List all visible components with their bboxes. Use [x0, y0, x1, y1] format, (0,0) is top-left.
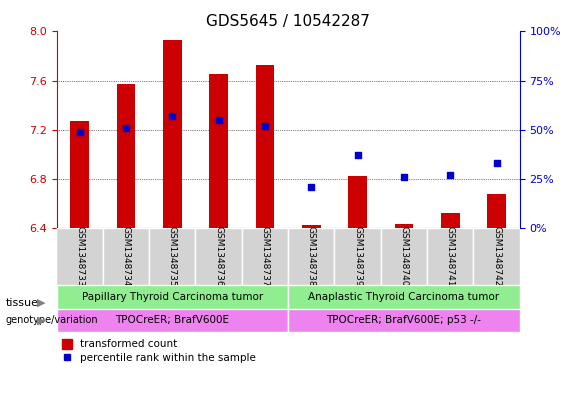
Text: GSM1348736: GSM1348736	[214, 226, 223, 287]
Point	[168, 113, 177, 119]
FancyBboxPatch shape	[103, 228, 149, 285]
FancyBboxPatch shape	[427, 228, 473, 285]
FancyBboxPatch shape	[56, 228, 103, 285]
Legend: transformed count, percentile rank within the sample: transformed count, percentile rank withi…	[62, 339, 257, 363]
Bar	[488, 194, 506, 228]
Title: GDS5645 / 10542287: GDS5645 / 10542287	[206, 14, 370, 29]
FancyBboxPatch shape	[56, 309, 288, 332]
Point	[260, 123, 270, 129]
FancyBboxPatch shape	[288, 309, 520, 332]
Text: GSM1348735: GSM1348735	[168, 226, 177, 287]
Text: GSM1348742: GSM1348742	[492, 226, 501, 286]
Text: ▶: ▶	[37, 298, 45, 308]
Text: GSM1348741: GSM1348741	[446, 226, 455, 286]
Text: TPOCreER; BrafV600E: TPOCreER; BrafV600E	[115, 315, 229, 325]
FancyBboxPatch shape	[381, 228, 427, 285]
Bar	[256, 64, 274, 228]
Text: GSM1348734: GSM1348734	[121, 226, 131, 286]
Point	[353, 152, 362, 158]
Bar	[117, 84, 135, 228]
Text: GSM1348733: GSM1348733	[75, 226, 84, 287]
Text: GSM1348740: GSM1348740	[399, 226, 408, 286]
Text: GSM1348737: GSM1348737	[260, 226, 270, 287]
Point	[214, 117, 223, 123]
FancyBboxPatch shape	[473, 228, 520, 285]
Text: GSM1348739: GSM1348739	[353, 226, 362, 287]
Point	[307, 184, 316, 190]
FancyBboxPatch shape	[195, 228, 242, 285]
Text: ▶: ▶	[37, 315, 45, 325]
FancyBboxPatch shape	[288, 228, 334, 285]
Bar	[71, 121, 89, 228]
Text: genotype/variation: genotype/variation	[6, 315, 98, 325]
Bar	[302, 226, 320, 228]
Text: Papillary Thyroid Carcinoma tumor: Papillary Thyroid Carcinoma tumor	[82, 292, 263, 302]
FancyBboxPatch shape	[242, 228, 288, 285]
FancyBboxPatch shape	[288, 285, 520, 309]
Text: tissue: tissue	[6, 298, 38, 308]
Bar	[163, 40, 181, 228]
Bar	[441, 213, 459, 228]
Point	[446, 172, 455, 178]
Point	[492, 160, 501, 166]
FancyBboxPatch shape	[334, 228, 381, 285]
Point	[399, 174, 408, 180]
Text: GSM1348738: GSM1348738	[307, 226, 316, 287]
FancyBboxPatch shape	[56, 285, 288, 309]
Point	[121, 125, 131, 131]
Text: Anaplastic Thyroid Carcinoma tumor: Anaplastic Thyroid Carcinoma tumor	[308, 292, 499, 302]
Bar	[210, 74, 228, 228]
Bar	[349, 176, 367, 228]
Point	[75, 129, 84, 135]
Text: TPOCreER; BrafV600E; p53 -/-: TPOCreER; BrafV600E; p53 -/-	[327, 315, 481, 325]
FancyBboxPatch shape	[149, 228, 195, 285]
Bar	[395, 224, 413, 228]
